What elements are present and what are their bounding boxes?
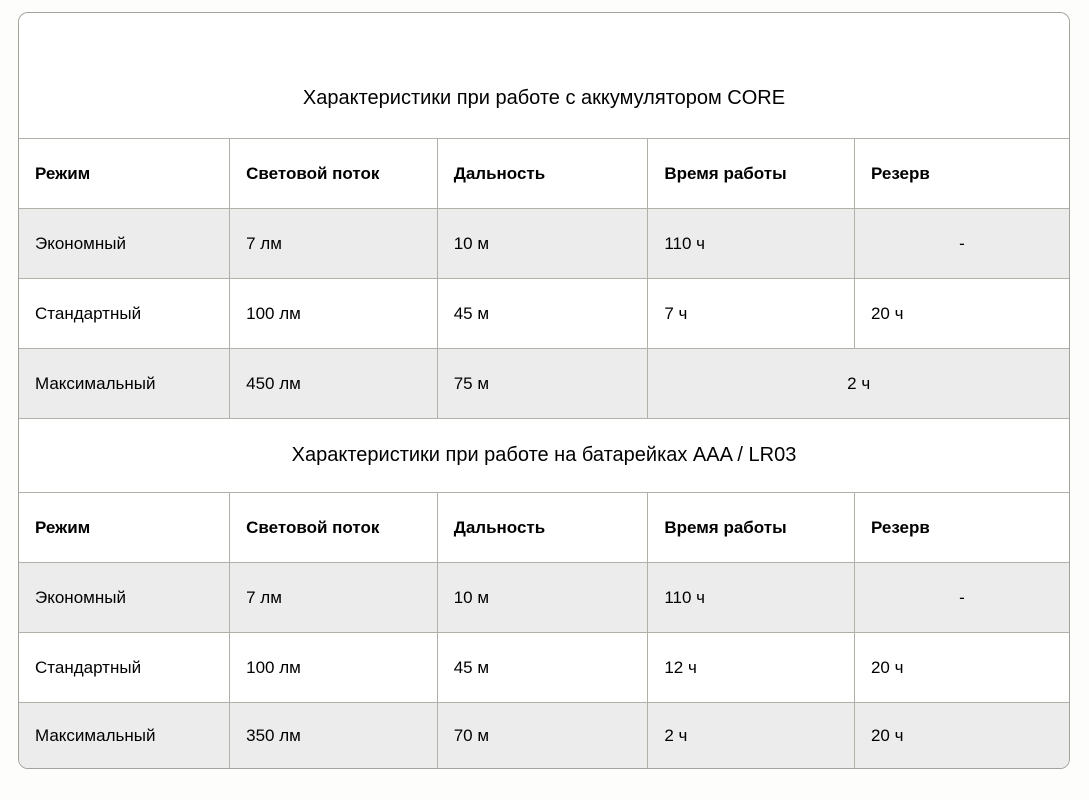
cell-reserve: 20 ч <box>853 702 1069 768</box>
table-row: Экономный 7 лм 10 м 110 ч - <box>19 208 1069 279</box>
cell-runtime: 2 ч <box>647 702 855 768</box>
table-row: Экономный 7 лм 10 м 110 ч - <box>19 562 1069 633</box>
cell-runtime: 110 ч <box>647 208 855 279</box>
cell-luminous-flux: 450 лм <box>229 348 438 419</box>
column-header-mode: Режим <box>19 138 231 209</box>
cell-mode: Стандартный <box>19 278 231 349</box>
cell-mode: Экономный <box>19 562 231 633</box>
cell-beam-distance: 10 м <box>436 208 649 279</box>
cell-mode: Максимальный <box>19 702 231 768</box>
table-row: Стандартный 100 лм 45 м 7 ч 20 ч <box>19 278 1069 349</box>
cell-luminous-flux: 350 лм <box>229 702 438 768</box>
table-title-core: Характеристики при работе с аккумуляторо… <box>19 13 1069 139</box>
cell-reserve: 20 ч <box>853 278 1069 349</box>
cell-beam-distance: 45 м <box>436 278 649 349</box>
table-title-row-aaa: Характеристики при работе на батарейках … <box>19 418 1069 493</box>
cell-mode: Экономный <box>19 208 231 279</box>
column-header-reserve: Резерв <box>853 492 1069 563</box>
specs-table: Характеристики при работе с аккумуляторо… <box>19 13 1069 768</box>
cell-beam-distance: 45 м <box>436 632 649 703</box>
table-row: Стандартный 100 лм 45 м 12 ч 20 ч <box>19 632 1069 703</box>
column-header-beam-distance: Дальность <box>436 138 649 209</box>
column-header-runtime: Время работы <box>647 138 855 209</box>
cell-runtime: 7 ч <box>647 278 855 349</box>
column-header-beam-distance: Дальность <box>436 492 649 563</box>
cell-mode: Максимальный <box>19 348 231 419</box>
cell-luminous-flux: 7 лм <box>229 208 438 279</box>
cell-reserve: - <box>853 208 1069 279</box>
cell-luminous-flux: 100 лм <box>229 632 438 703</box>
header-row: Режим Световой поток Дальность Время раб… <box>19 492 1069 563</box>
cell-runtime: 110 ч <box>647 562 855 633</box>
table-row: Максимальный 350 лм 70 м 2 ч 20 ч <box>19 702 1069 768</box>
column-header-reserve: Резерв <box>853 138 1069 209</box>
cell-mode: Стандартный <box>19 632 231 703</box>
cell-luminous-flux: 100 лм <box>229 278 438 349</box>
cell-reserve: - <box>853 562 1069 633</box>
cell-beam-distance: 70 м <box>436 702 649 768</box>
cell-beam-distance: 75 м <box>436 348 649 419</box>
cell-beam-distance: 10 м <box>436 562 649 633</box>
column-header-runtime: Время работы <box>647 492 855 563</box>
column-header-mode: Режим <box>19 492 231 563</box>
table-row: Максимальный 450 лм 75 м 2 ч <box>19 348 1069 419</box>
cell-reserve: 20 ч <box>853 632 1069 703</box>
table-title-row-core: Характеристики при работе с аккумуляторо… <box>19 13 1069 139</box>
cell-luminous-flux: 7 лм <box>229 562 438 633</box>
header-row: Режим Световой поток Дальность Время раб… <box>19 138 1069 209</box>
specs-card: Характеристики при работе с аккумуляторо… <box>18 12 1070 769</box>
column-header-luminous-flux: Световой поток <box>229 492 438 563</box>
cell-runtime: 12 ч <box>647 632 855 703</box>
column-header-luminous-flux: Световой поток <box>229 138 438 209</box>
cell-runtime-reserve-merged: 2 ч <box>647 348 1069 419</box>
table-title-aaa: Характеристики при работе на батарейках … <box>19 418 1069 493</box>
